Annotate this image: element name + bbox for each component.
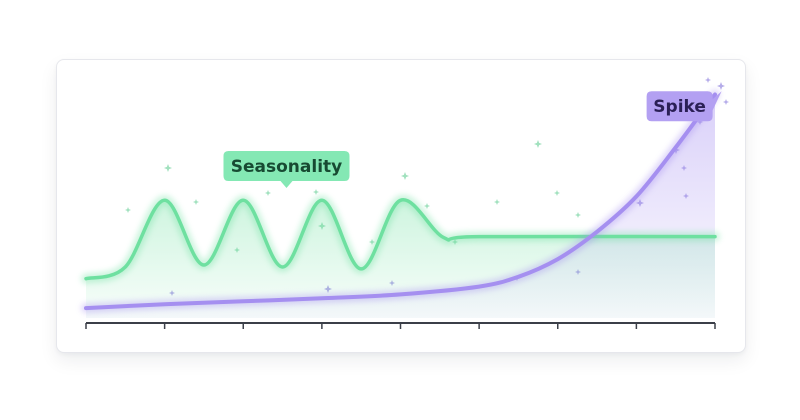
sparkle [125, 207, 131, 213]
sparkle [534, 140, 542, 148]
sparkle [554, 190, 560, 196]
spike-line [84, 92, 717, 311]
sparkle [494, 199, 500, 205]
sparkle [265, 190, 271, 196]
x-axis-ticks [85, 323, 716, 329]
sparkle [313, 189, 319, 195]
sparkle [424, 203, 430, 209]
seasonality-callout-box [223, 151, 350, 189]
sparkle [401, 172, 409, 180]
sparkle [723, 99, 729, 105]
sparkle [705, 77, 711, 83]
sparkle [717, 82, 725, 90]
seasonality-callout: Seasonality [223, 151, 350, 189]
seasonality-callout-label: Seasonality [231, 157, 342, 177]
spike-callout: Spike [646, 91, 722, 122]
sparkle [164, 164, 172, 172]
sparkle [369, 239, 375, 245]
spike-callout-label: Spike [653, 97, 706, 117]
sparkle [193, 199, 199, 205]
sparkle [575, 212, 581, 218]
seasonality-line [84, 198, 717, 281]
spike-callout-box [646, 91, 722, 122]
